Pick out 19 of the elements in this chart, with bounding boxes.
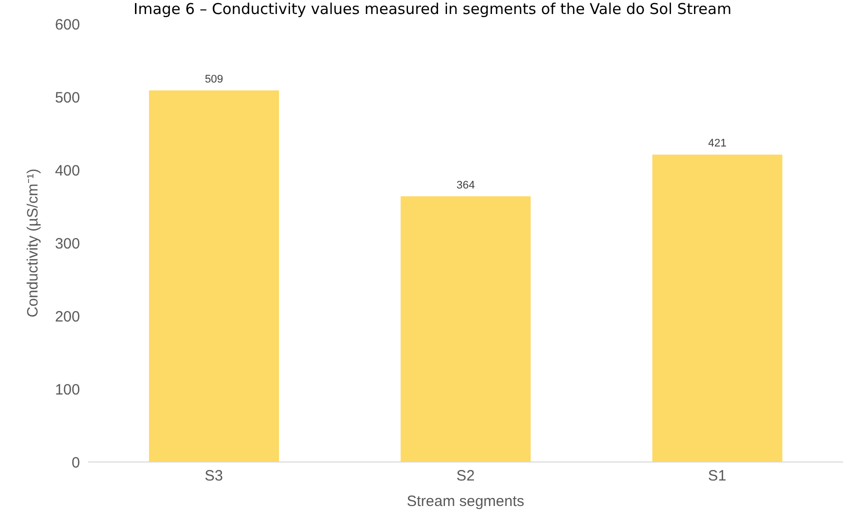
x-tick-label: S1 bbox=[708, 468, 726, 485]
data-label: 421 bbox=[708, 138, 727, 150]
data-label: 509 bbox=[204, 73, 224, 86]
x-axis-title: Stream segments bbox=[406, 493, 524, 510]
x-tick-label: S2 bbox=[456, 468, 475, 485]
bar bbox=[652, 154, 782, 462]
y-tick-label: 600 bbox=[54, 16, 80, 34]
y-tick-label: 100 bbox=[54, 381, 80, 398]
x-tick-label: S3 bbox=[204, 468, 224, 485]
bar bbox=[400, 196, 531, 462]
data-label: 364 bbox=[456, 179, 475, 192]
bar bbox=[149, 90, 279, 462]
y-tick-label: 200 bbox=[54, 308, 80, 326]
chart-title: Image 6 – Conductivity values measured in segments of the Vale do Sol Stream bbox=[132, 0, 732, 18]
y-axis-title: Conductivity (µS/cm⁻¹) bbox=[24, 168, 42, 318]
y-tick-label: 300 bbox=[54, 235, 80, 252]
y-tick-label: 0 bbox=[72, 454, 80, 472]
y-tick-label: 400 bbox=[54, 162, 80, 180]
y-tick-label: 500 bbox=[54, 89, 80, 106]
